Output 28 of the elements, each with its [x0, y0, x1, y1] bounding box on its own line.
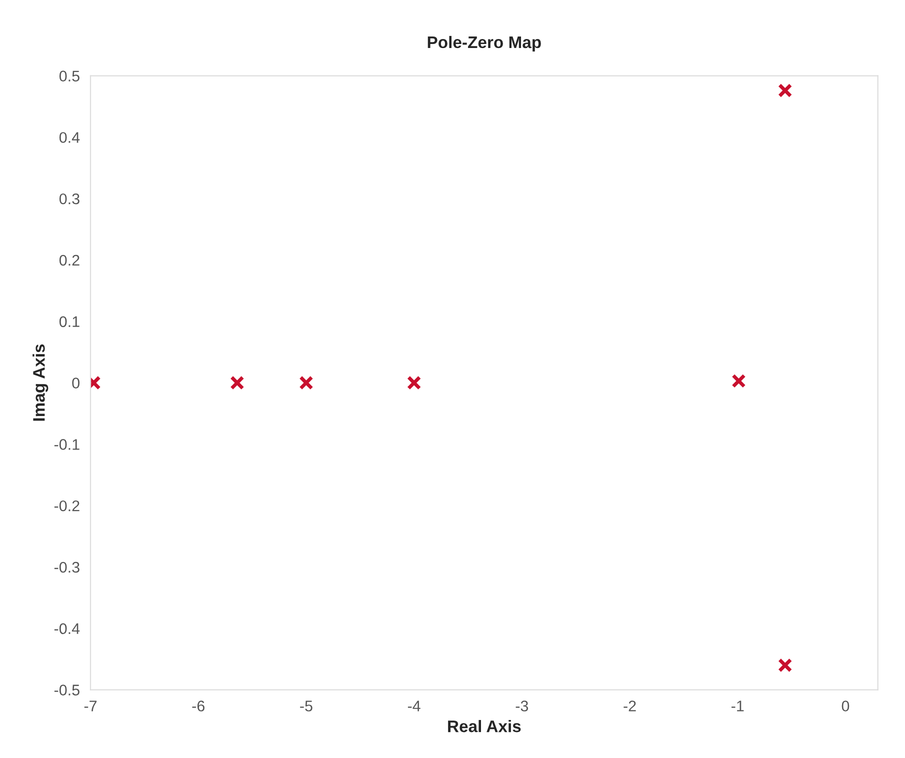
- y-tick-label: 0.4: [59, 132, 80, 143]
- x-tick-label: -7: [84, 700, 97, 712]
- point: [230, 376, 244, 390]
- x-axis-title: Real Axis: [448, 720, 521, 732]
- point: [299, 376, 314, 390]
- y-tick-label: -0.4: [54, 623, 80, 634]
- point: [778, 658, 792, 672]
- y-tick-label: 0.1: [59, 316, 80, 328]
- y-tick-label: -0.3: [54, 562, 80, 573]
- chart-title: Pole-Zero Map: [428, 36, 541, 52]
- x-tick-label: -3: [516, 700, 528, 712]
- point: [732, 374, 746, 388]
- y-axis-title: Imag Axis: [32, 344, 48, 421]
- y-tick-label: -0.2: [54, 500, 80, 512]
- x-tick-label: -5: [300, 700, 312, 712]
- x-tick-label: -4: [408, 700, 420, 712]
- x-tick-label: 0: [842, 700, 850, 712]
- point: [778, 83, 792, 98]
- y-tick-label: 0.2: [59, 254, 80, 266]
- x-tick-label: -2: [624, 700, 636, 712]
- y-tick-label: -0.1: [54, 439, 80, 450]
- y-tick-label: 0.5: [59, 70, 80, 82]
- y-tick-label: -0.5: [54, 684, 80, 696]
- y-tick-label: 0.3: [59, 193, 80, 204]
- x-tick-label: -6: [192, 700, 204, 712]
- point: [406, 376, 422, 390]
- y-tick-label: 0: [72, 378, 80, 388]
- x-tick-label: -1: [732, 700, 744, 712]
